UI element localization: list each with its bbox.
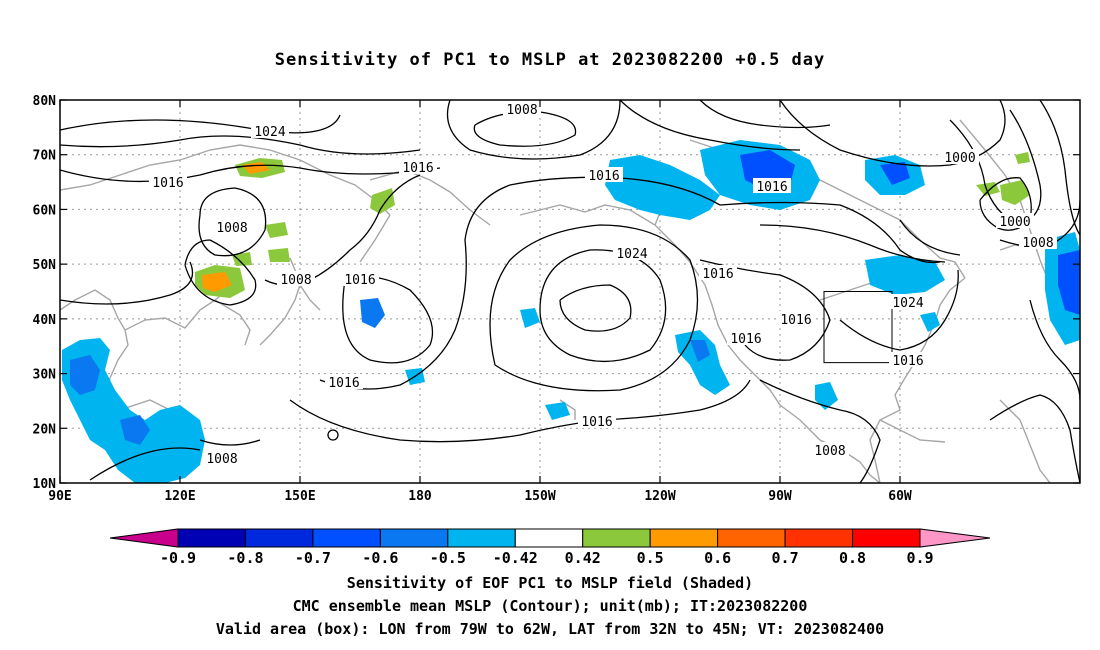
contour-label-bg [889, 352, 927, 367]
colorbar-label: -0.5 [430, 549, 466, 567]
colorbar-label: 0.6 [704, 549, 731, 567]
contour-label: 1016 [730, 332, 761, 347]
contour-label: 1008 [280, 273, 311, 288]
contour-label-bg [325, 374, 363, 389]
contour-label-bg [1019, 234, 1057, 249]
lat-label: 80N [33, 94, 57, 109]
colorbar-swatch [244, 528, 314, 548]
contour-label-bg [251, 123, 289, 138]
colorbar-label: 0.9 [906, 549, 933, 567]
lat-label: 30N [33, 368, 57, 383]
lat-label: 40N [33, 313, 57, 328]
contour-label: 1000 [999, 215, 1030, 230]
contour-label-bg [503, 101, 541, 116]
caption-valid-area: Valid area (box): LON from 79W to 62W, L… [215, 620, 885, 638]
contour-label-bg [753, 178, 791, 193]
contour-label: 1008 [814, 444, 845, 459]
colorbar-label: -0.6 [362, 549, 398, 567]
colorbar-low-extend [109, 528, 179, 548]
colorbar-swatch [784, 528, 854, 548]
contour-label: 1024 [616, 247, 647, 262]
colorbar-label: 0.7 [772, 549, 799, 567]
colorbar-swatch [514, 528, 584, 548]
contour-label-bg [613, 245, 651, 260]
contour-label-bg [889, 294, 927, 309]
lon-label: 120E [164, 489, 195, 504]
contour-label-bg [149, 174, 187, 189]
contour-label-bg [811, 442, 849, 457]
contour-label: 1016 [702, 267, 733, 282]
contour-label: 1016 [892, 354, 923, 369]
lon-label: 180 [408, 489, 432, 504]
contour-label: 1024 [254, 125, 285, 140]
contour-label: 1016 [756, 180, 787, 195]
colorbar-swatch [852, 528, 921, 548]
contour-labels: 1008 1024 1016 1016 1008 1016 1008 1016 1008 1016… [149, 101, 1057, 467]
contour-label-bg [777, 311, 815, 326]
contour-label-bg [727, 330, 765, 345]
contour-label-bg [399, 159, 437, 174]
colorbar-label: 0.8 [839, 549, 866, 567]
contour-label: 1016 [581, 415, 612, 430]
map-figure: 1008 1024 1016 1016 1008 1016 1008 1016 1008 1016… [33, 94, 1081, 567]
contour-label: 1008 [216, 221, 247, 236]
contour-label: 1024 [892, 296, 923, 311]
contour-label-bg [996, 213, 1034, 228]
colorbar-high-extend [919, 528, 991, 548]
lon-label: 90W [768, 489, 792, 504]
colorbar-swatch [177, 528, 246, 548]
contour-label: 1008 [206, 452, 237, 467]
contour-label-bg [699, 265, 737, 280]
axis-ticks [59, 99, 1080, 484]
contour-label: 1016 [780, 313, 811, 328]
contour-label-bg [578, 413, 616, 428]
colorbar-label: 0.42 [565, 549, 601, 567]
lon-label: 150W [524, 489, 555, 504]
contour-label: 1016 [588, 169, 619, 184]
lat-label: 60N [33, 203, 57, 218]
colorbar-label: -0.8 [227, 549, 263, 567]
colorbar-label: -0.42 [493, 549, 538, 567]
lon-label: 90E [48, 489, 71, 504]
caption-shading: Sensitivity of EOF PC1 to MSLP field (Sh… [346, 574, 754, 592]
contour-label-bg [941, 149, 979, 164]
caption-contour: CMC ensemble mean MSLP (Contour); unit(m… [292, 597, 808, 615]
lon-label: 150E [284, 489, 315, 504]
contour-label-bg [585, 167, 623, 182]
lon-label: 60W [888, 489, 912, 504]
contour-label: 1008 [1022, 236, 1053, 251]
colorbar-swatch [312, 528, 381, 548]
lat-label: 10N [33, 477, 57, 492]
lat-label: 20N [33, 422, 57, 437]
longitude-labels: 90E 120E 150E 180 150W 120W 90W 60W [48, 489, 912, 504]
contour-label: 1008 [506, 103, 537, 118]
contour-label: 1016 [152, 176, 183, 191]
colorbar-label: 0.5 [637, 549, 664, 567]
colorbar-swatch [649, 528, 719, 548]
chart-title: Sensitivity of PC1 to MSLP at 2023082200… [274, 50, 826, 70]
contour-label: 1016 [402, 161, 433, 176]
colorbar: -0.9 -0.8 -0.7 -0.6 -0.5 -0.42 0.42 0.5 0.6 0.7 0.… [109, 528, 991, 567]
colorbar-swatch [379, 528, 449, 548]
contour-label: 1016 [328, 376, 359, 391]
contour-label-bg [203, 450, 241, 465]
sensitivity-shading [62, 140, 1080, 483]
colorbar-swatch [582, 528, 651, 548]
valid-area-box [823, 291, 893, 364]
contour-label-bg [277, 271, 315, 286]
contour-label: 1016 [344, 273, 375, 288]
colorbar-swatch [447, 528, 516, 548]
lat-label: 50N [33, 258, 57, 273]
contour-label-bg [341, 271, 379, 286]
contour-label: 1000 [944, 151, 975, 166]
colorbar-swatch [717, 528, 786, 548]
map-frame [59, 99, 1081, 484]
colorbar-label: -0.7 [295, 549, 331, 567]
lon-label: 120W [644, 489, 675, 504]
latitude-labels: 10N 20N 30N 40N 50N 60N 70N 80N [33, 94, 57, 492]
colorbar-label: -0.9 [160, 549, 196, 567]
contour-label-bg [213, 219, 251, 234]
lat-label: 70N [33, 149, 57, 164]
map-gridlines [60, 100, 1080, 483]
